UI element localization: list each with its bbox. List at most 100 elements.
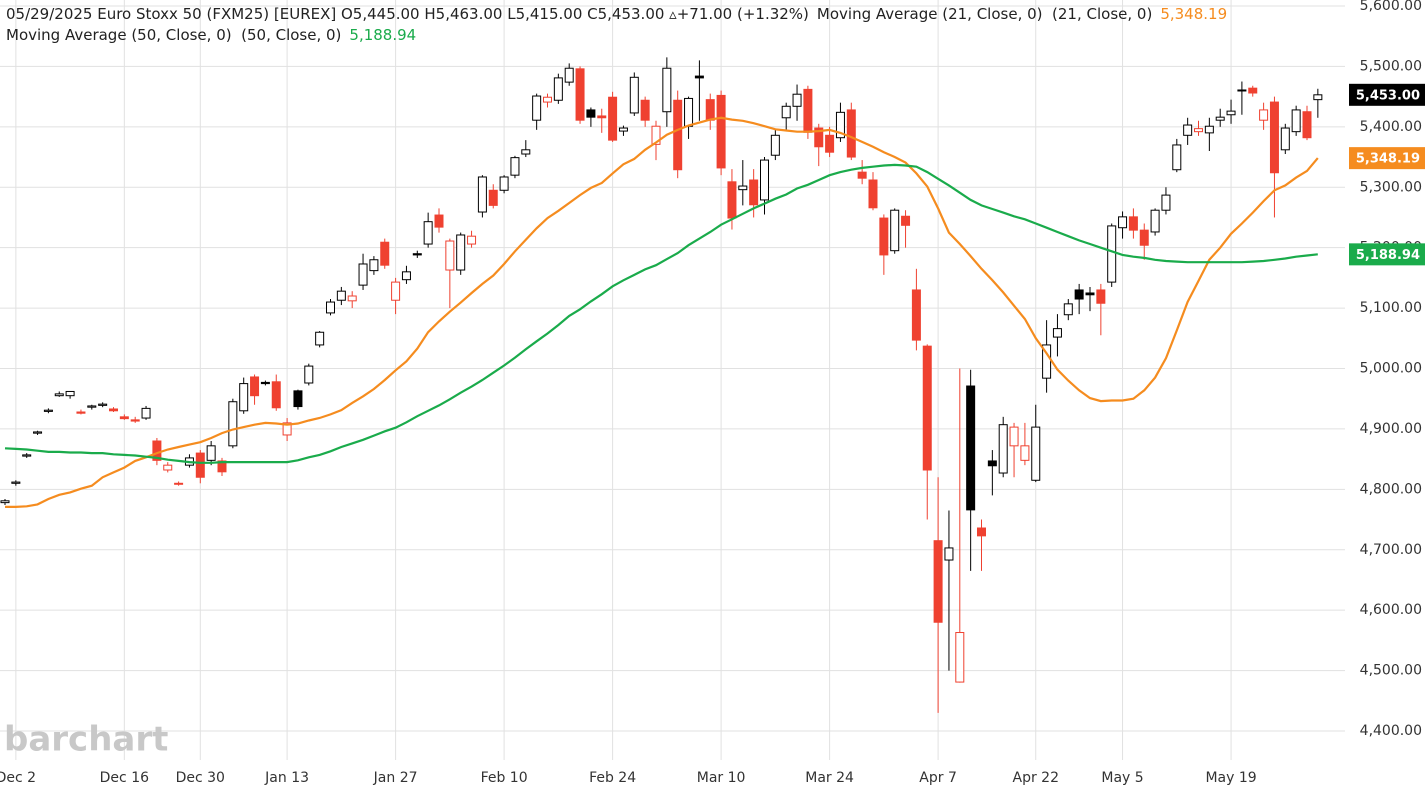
- candle-body: [814, 127, 824, 148]
- y-tick-label: 4,400.00: [1360, 723, 1422, 739]
- candle-body: [76, 411, 86, 414]
- last-value-label-bg: [1349, 147, 1425, 170]
- candle-body: [781, 105, 791, 119]
- legend-value: 5,348.19: [1160, 5, 1227, 23]
- candle-body: [206, 445, 216, 461]
- candle-body: [955, 632, 965, 683]
- candle-body: [98, 403, 108, 406]
- legend-entry: Moving Average (21, Close, 0) (21, Close…: [817, 5, 1152, 23]
- x-tick-label: Feb 10: [481, 770, 528, 786]
- candle-body: [835, 111, 845, 139]
- candle-body: [738, 185, 748, 191]
- candle-body: [597, 115, 607, 119]
- candle-body: [911, 289, 921, 341]
- candle-body: [868, 179, 878, 209]
- last-price-label-bg: [1349, 83, 1425, 106]
- candle-body: [141, 407, 151, 419]
- candle-body: [575, 68, 585, 121]
- candle-body: [1194, 128, 1203, 133]
- candle-body: [33, 431, 43, 434]
- candle-body: [966, 385, 976, 511]
- candle-body: [803, 88, 813, 133]
- legend-entry: Moving Average (50, Close, 0) (50, Close…: [6, 26, 341, 44]
- candle-body: [1139, 229, 1149, 246]
- candle-body: [477, 176, 487, 213]
- candle-body: [282, 422, 292, 436]
- candle-body: [1161, 194, 1171, 211]
- last-value-label-bg: [1349, 243, 1425, 266]
- x-tick-label: May 5: [1101, 770, 1143, 786]
- candle-body: [543, 96, 552, 103]
- candle-body: [293, 390, 303, 408]
- candle-body: [846, 109, 856, 158]
- candle-body: [22, 454, 32, 457]
- y-tick-label: 5,400.00: [1360, 119, 1422, 135]
- candle-body: [228, 401, 238, 447]
- candle-body: [944, 547, 954, 561]
- candle-body: [391, 281, 401, 301]
- candle-body: [412, 253, 422, 256]
- candle-body: [553, 77, 563, 101]
- candle-body: [1052, 328, 1062, 338]
- candle-body: [1183, 124, 1193, 136]
- candle-body: [1118, 216, 1128, 229]
- y-tick-label: 4,800.00: [1360, 481, 1422, 497]
- candle-body: [1226, 110, 1236, 116]
- candle-body: [922, 345, 932, 471]
- candle-body: [1150, 209, 1160, 233]
- candle-body: [770, 134, 780, 156]
- candle-body: [1128, 216, 1138, 231]
- candle-body: [445, 240, 455, 271]
- x-tick-label: Mar 10: [697, 770, 746, 786]
- candle-body: [901, 215, 911, 226]
- candle-body: [1096, 289, 1106, 304]
- candle-body: [195, 452, 205, 478]
- candle-body: [87, 405, 97, 408]
- y-tick-label: 5,300.00: [1360, 179, 1422, 195]
- candle-body: [1020, 445, 1030, 461]
- candle-body: [705, 99, 715, 121]
- candle-body: [1063, 303, 1073, 316]
- candle-body: [163, 464, 173, 471]
- last-value-label: 5,188.94: [1356, 248, 1420, 263]
- candle-body: [694, 75, 704, 79]
- candle-body: [1248, 87, 1258, 94]
- candle-body: [315, 331, 325, 346]
- candle-body: [1009, 426, 1019, 447]
- candle-body: [564, 67, 574, 83]
- y-tick-label: 4,900.00: [1360, 421, 1422, 437]
- candle-body: [423, 221, 433, 245]
- x-tick-label: Dec 2: [0, 770, 36, 786]
- candle-body: [358, 263, 368, 286]
- moving-average-line: [4, 163, 1318, 464]
- candle-body: [629, 76, 639, 114]
- candle-body: [456, 234, 466, 271]
- quote: 05/29/2025 Euro Stoxx 50 (FXM25) [EUREX]…: [6, 5, 809, 23]
- candle-body: [434, 214, 444, 228]
- y-tick-label: 4,600.00: [1360, 602, 1422, 618]
- candle-body: [401, 271, 411, 281]
- candle-body: [239, 383, 249, 412]
- candle-body: [1269, 101, 1279, 174]
- candle-body: [618, 127, 628, 132]
- candle-body: [1280, 127, 1290, 151]
- x-tick-label: Mar 24: [805, 770, 854, 786]
- candle-body: [727, 181, 737, 219]
- candle-body: [792, 93, 802, 107]
- candle-body: [1085, 292, 1095, 296]
- candle-body: [119, 416, 129, 420]
- candle-body: [1074, 289, 1084, 300]
- legend-value: 5,188.94: [349, 26, 416, 44]
- x-tick-label: Dec 16: [100, 770, 149, 786]
- candle-body: [304, 365, 314, 384]
- candle-body: [608, 96, 618, 141]
- candle-body: [109, 408, 118, 412]
- candle-body: [174, 482, 184, 485]
- candle-body: [879, 217, 889, 256]
- candle-body: [1302, 111, 1312, 139]
- candle-body: [11, 481, 21, 484]
- candle-body: [467, 235, 477, 245]
- x-tick-label: Jan 13: [264, 770, 309, 786]
